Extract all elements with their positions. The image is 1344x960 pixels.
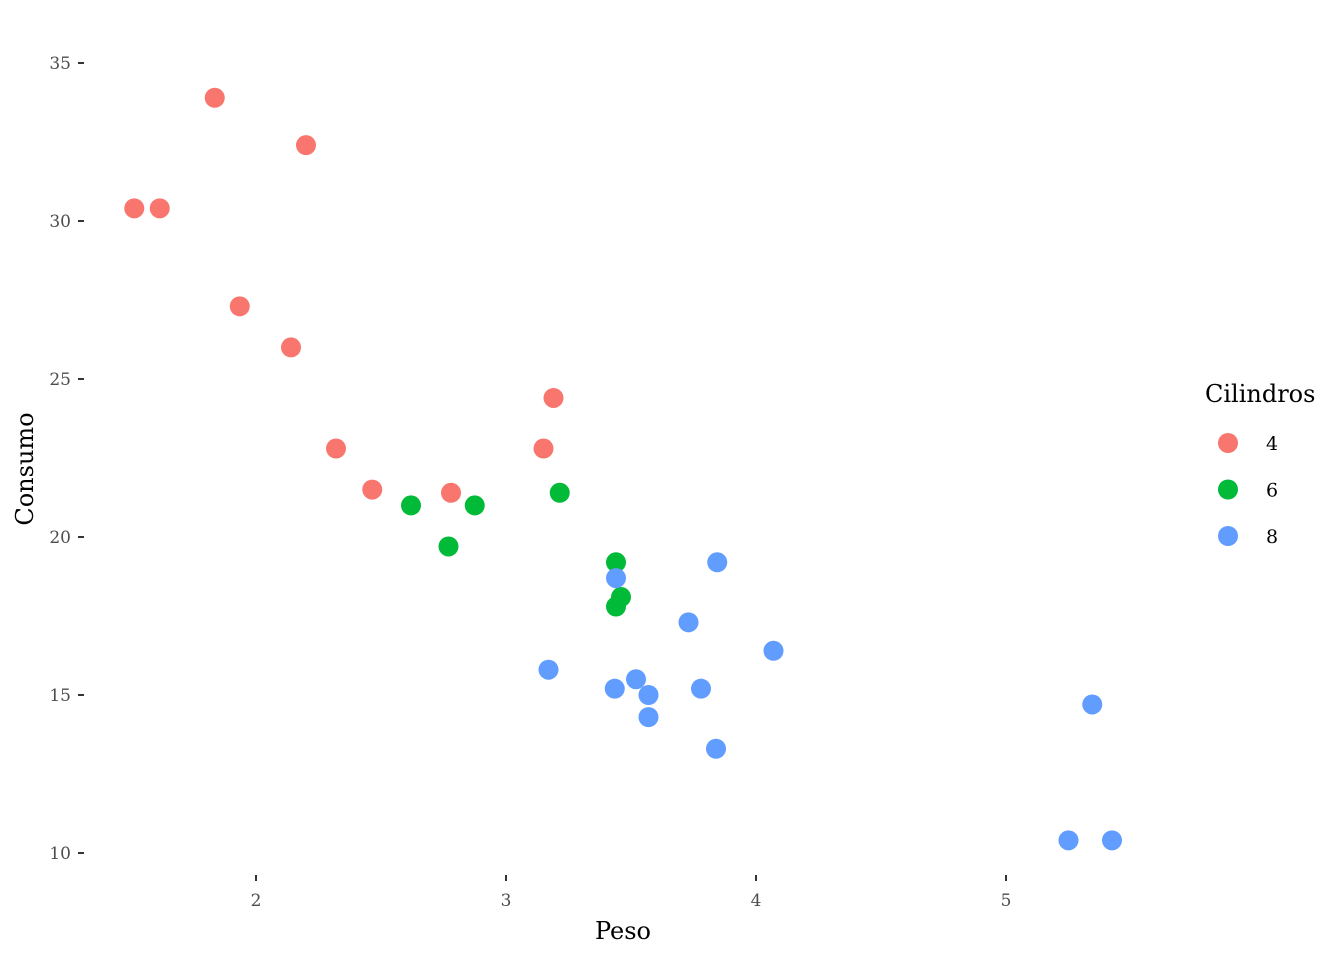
- legend-label-4: 4: [1266, 433, 1278, 455]
- data-point-cyl-8: [706, 738, 726, 759]
- data-point-cyl-8: [707, 552, 728, 573]
- y-tick-label: 25: [49, 370, 71, 390]
- data-point-cyl-4: [281, 337, 301, 358]
- legend-title: Cilindros: [1205, 380, 1315, 408]
- data-point-cyl-6: [606, 552, 626, 573]
- data-point-cyl-8: [604, 678, 625, 699]
- data-point-cyl-6: [464, 495, 485, 516]
- data-point-cyl-8: [763, 640, 784, 661]
- data-point-cyl-8: [1082, 694, 1103, 715]
- data-point-cyl-8: [606, 568, 626, 589]
- data-point-cyl-8: [638, 707, 659, 728]
- x-tick-label: 4: [751, 891, 762, 911]
- data-point-cyl-6: [401, 495, 421, 516]
- data-point-cyl-6: [611, 587, 631, 608]
- data-point-cyl-4: [296, 135, 316, 156]
- legend-key-8: [1218, 526, 1238, 546]
- data-point-cyl-8: [638, 685, 659, 705]
- data-point-cyl-4: [149, 198, 170, 219]
- data-point-cyl-8: [691, 678, 711, 699]
- data-point-cyl-4: [533, 438, 554, 459]
- x-axis: 2 3 4 5: [251, 875, 1012, 911]
- data-point-cyl-4: [543, 387, 564, 408]
- y-tick-label: 30: [49, 212, 71, 232]
- data-point-cyl-4: [362, 479, 383, 500]
- data-point-cyl-8: [538, 659, 559, 680]
- legend-label-8: 8: [1266, 526, 1278, 548]
- data-point-cyl-6: [549, 482, 570, 503]
- y-tick-label: 15: [49, 686, 71, 706]
- y-axis-title: Consumo: [11, 412, 39, 525]
- y-tick-label: 35: [49, 54, 71, 74]
- data-point-cyl-4: [441, 482, 461, 503]
- data-point-cyl-8: [678, 612, 699, 633]
- data-point-cyl-6: [438, 536, 459, 557]
- legend: Cilindros 4 6 8: [1205, 380, 1315, 548]
- x-tick-label: 2: [251, 891, 262, 911]
- x-axis-title: Peso: [595, 917, 651, 945]
- data-point-cyl-8: [1058, 830, 1079, 851]
- y-tick-label: 10: [49, 844, 71, 864]
- legend-key-4: [1218, 433, 1238, 453]
- data-point-cyl-4: [326, 438, 346, 459]
- y-axis: 10 15 20 25 30 35: [49, 54, 84, 864]
- data-point-cyl-8: [1102, 830, 1122, 851]
- x-tick-label: 5: [1001, 891, 1012, 911]
- x-tick-label: 3: [501, 891, 512, 911]
- legend-label-6: 6: [1266, 480, 1278, 502]
- y-tick-label: 20: [49, 528, 71, 548]
- data-point-cyl-4: [204, 87, 225, 108]
- data-point-cyl-8: [626, 669, 646, 690]
- legend-key-6: [1218, 479, 1238, 500]
- data-points: [124, 87, 1122, 851]
- data-point-cyl-4: [229, 296, 250, 317]
- data-point-cyl-4: [124, 198, 145, 219]
